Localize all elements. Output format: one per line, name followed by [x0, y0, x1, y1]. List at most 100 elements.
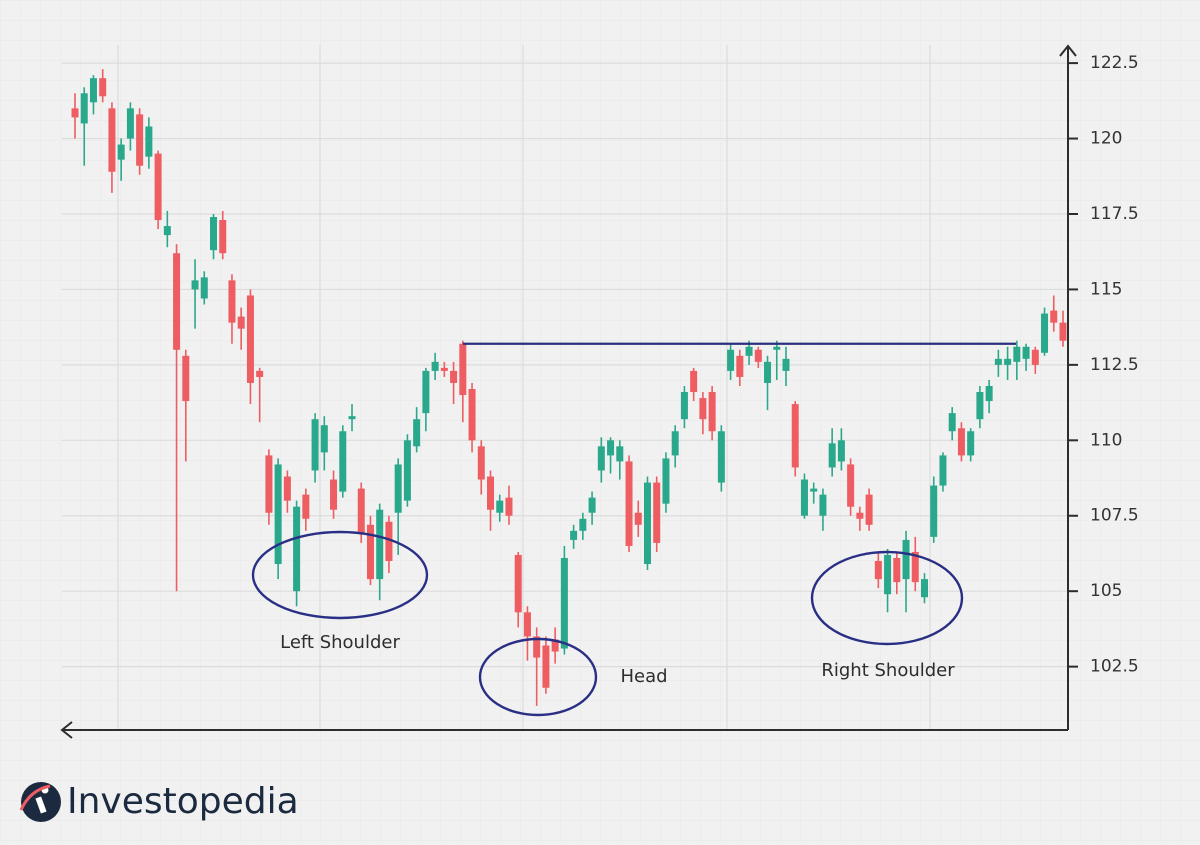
candle-body	[1004, 358, 1012, 365]
logo: Investopedia	[19, 781, 299, 822]
candle-body	[810, 488, 818, 492]
candle-body	[459, 343, 467, 396]
candle-body	[588, 497, 596, 513]
candle-body	[413, 419, 421, 447]
pattern-circle	[251, 530, 429, 620]
overlay: Left Shoulder Head Right Shoulder	[251, 342, 1016, 717]
candle-body	[1041, 313, 1049, 353]
candle-body	[219, 220, 227, 254]
candle-body	[265, 455, 273, 513]
candle-body	[948, 413, 956, 432]
candle-body	[884, 554, 892, 595]
candle-body	[440, 367, 448, 371]
x-axis-arrow	[60, 721, 73, 739]
candle-body	[320, 425, 328, 453]
candle-body	[145, 126, 153, 157]
candle-body	[1050, 310, 1058, 323]
logo-icon-swoosh	[19, 784, 51, 811]
candle-body	[163, 226, 171, 236]
candle-body	[837, 440, 845, 462]
candle-body	[597, 446, 605, 471]
candle-body	[893, 557, 901, 583]
candle-body	[450, 370, 458, 383]
candle-body	[764, 361, 772, 383]
candle-body	[422, 370, 430, 414]
candle-body	[237, 316, 245, 329]
annotation: Right Shoulder	[821, 660, 955, 681]
candle-body	[967, 431, 975, 456]
candle-body	[274, 464, 282, 565]
candle-body	[200, 277, 208, 299]
y-tick-label: 102.5	[1090, 657, 1139, 677]
y-tick-label: 115	[1090, 279, 1122, 299]
candle-body	[394, 464, 402, 513]
candle-body	[800, 479, 808, 516]
candle-body	[782, 358, 790, 371]
candle-body	[847, 464, 855, 507]
candle-body	[496, 500, 504, 513]
candle-body	[976, 392, 984, 420]
candle-body	[625, 461, 633, 546]
candle-body	[514, 554, 522, 613]
candle-body	[819, 494, 827, 516]
candle-body	[957, 428, 965, 456]
candle-body	[348, 416, 356, 420]
brand: Investopedia	[67, 781, 299, 822]
y-tick-label: 112.5	[1090, 355, 1139, 375]
candle-body	[616, 446, 624, 462]
y-tick-label: 110	[1090, 430, 1122, 450]
candle-body	[754, 349, 762, 362]
candle-body	[856, 512, 864, 519]
candle-body	[542, 645, 550, 688]
candle-body	[246, 295, 254, 383]
candle-body	[1022, 346, 1030, 359]
candle-body	[99, 78, 107, 97]
candle-body	[339, 431, 347, 492]
candle-body	[1013, 346, 1021, 362]
candle-body	[874, 561, 882, 580]
candle-body	[182, 355, 190, 402]
candle-body	[173, 253, 181, 350]
candle-body	[773, 346, 781, 350]
candle-body	[89, 78, 97, 103]
grid: 102.5 105 107.5 110 112.5 115 117.5 120 122.5	[62, 53, 1139, 677]
candle-body	[727, 349, 735, 371]
candle-body	[293, 506, 301, 592]
candle-body	[228, 280, 236, 323]
candle-body	[828, 443, 836, 468]
logo-icon-stem	[35, 796, 47, 814]
candle-body	[939, 455, 947, 486]
candle-body	[533, 636, 541, 658]
candle-body	[745, 346, 753, 356]
candle-body	[551, 639, 559, 652]
pattern-circle	[478, 637, 598, 717]
candle-body	[487, 476, 495, 510]
y-tick-label: 122.5	[1090, 53, 1139, 73]
candle-body	[671, 431, 679, 456]
pattern-circle	[810, 550, 964, 646]
candle-body	[690, 370, 698, 393]
y-tick-label: 120	[1090, 129, 1122, 149]
candle-body	[523, 612, 531, 637]
candle-body	[570, 530, 578, 540]
candle-body	[71, 108, 79, 118]
candle-body	[560, 557, 568, 649]
candle-body	[126, 108, 134, 139]
y-tick-label: 107.5	[1090, 506, 1139, 526]
annotation: Left Shoulder	[280, 632, 400, 653]
candle-body	[662, 458, 670, 504]
candle-body	[920, 579, 928, 598]
y-axis-arrow	[1059, 44, 1077, 57]
candle-body	[385, 521, 393, 562]
candle-body	[643, 482, 651, 565]
candle-body	[431, 361, 439, 371]
candle-body	[210, 217, 218, 251]
candle-body	[902, 539, 910, 580]
candle-body	[191, 280, 199, 290]
axes	[60, 44, 1077, 739]
candle-body	[108, 108, 116, 172]
candle-body	[505, 497, 513, 516]
